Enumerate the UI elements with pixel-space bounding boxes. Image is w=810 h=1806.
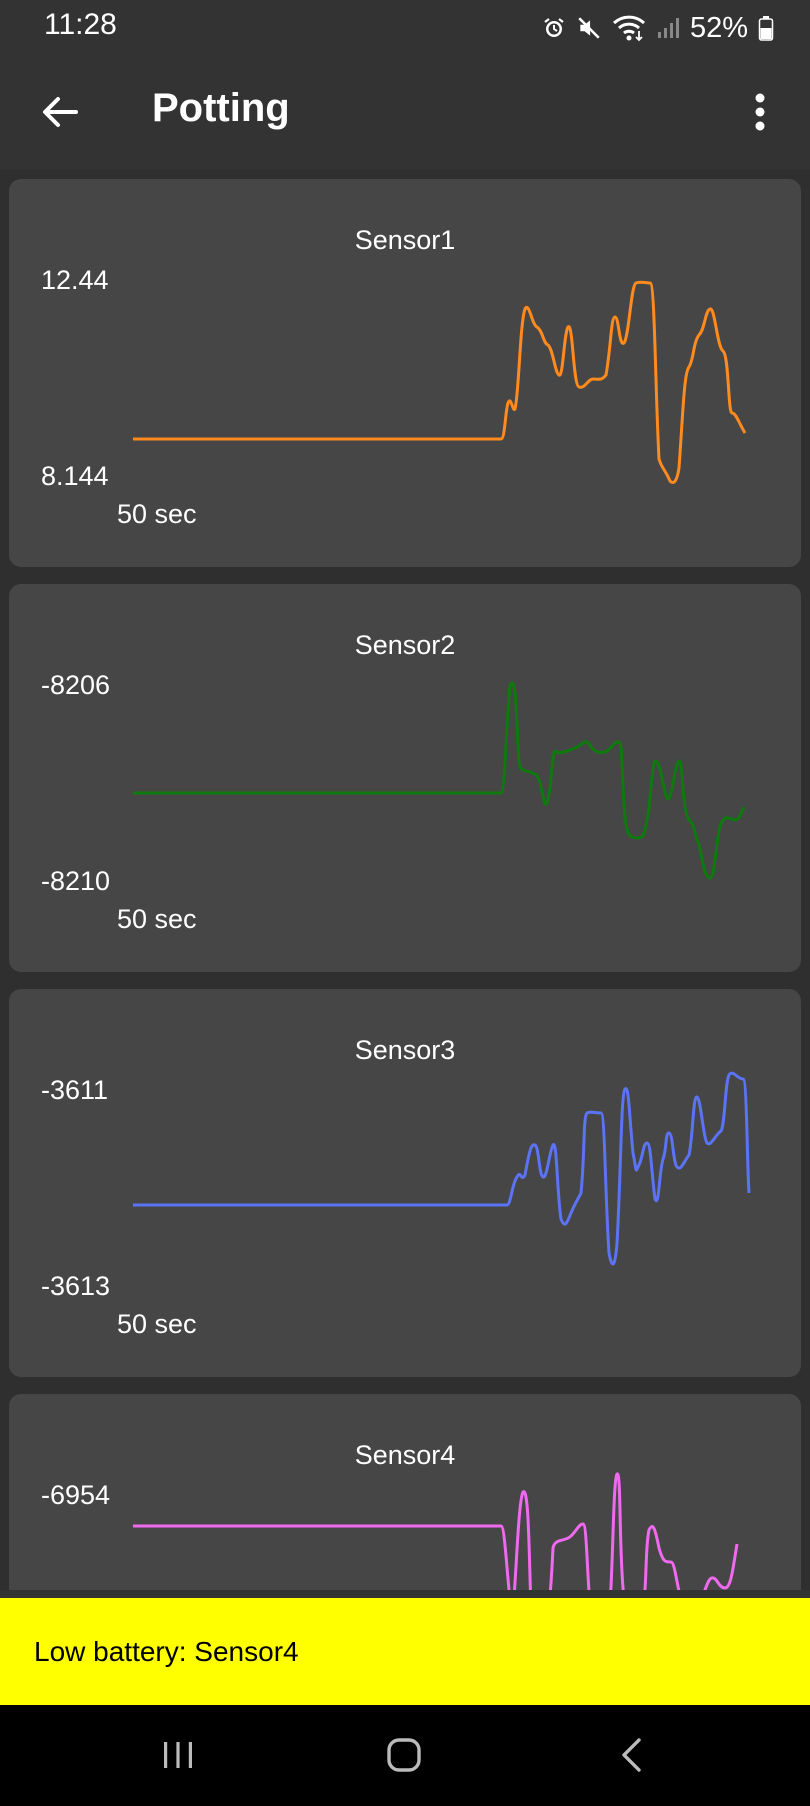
sensor-chart — [125, 263, 775, 493]
sensor-chart — [125, 1071, 775, 1303]
signal-icon — [656, 16, 680, 40]
system-back-button[interactable] — [592, 1725, 672, 1785]
back-icon — [622, 1738, 641, 1772]
status-bar: 11:28 52% — [0, 0, 810, 56]
low-battery-snackbar: Low battery: Sensor4 — [0, 1598, 810, 1705]
battery-percent: 52% — [689, 11, 748, 44]
page-title: Potting — [152, 86, 290, 130]
x-window-label: 50 sec — [117, 1309, 197, 1339]
y-max-label: 12.44 — [41, 265, 109, 295]
sensor-card[interactable]: Sensor3 -3611 -3613 50 sec — [9, 989, 801, 1377]
recents-button[interactable] — [138, 1725, 218, 1785]
sensor-card[interactable]: Sensor1 12.44 8.144 50 sec — [9, 179, 801, 567]
y-min-label: 8.144 — [41, 461, 109, 491]
y-min-label: -3613 — [41, 1271, 111, 1301]
status-time: 11:28 — [44, 8, 117, 41]
home-icon — [387, 1738, 421, 1772]
mute-icon — [576, 15, 602, 41]
sensor-card[interactable]: Sensor2 -8206 -8210 50 sec — [9, 584, 801, 972]
home-button[interactable] — [364, 1725, 444, 1785]
series-line — [133, 681, 746, 880]
app-bar: Potting — [0, 56, 810, 170]
sensor-title: Sensor2 — [354, 630, 456, 660]
sensor-chart — [125, 1472, 775, 1590]
sensor-list[interactable]: Sensor1 12.44 8.144 50 sec Sensor2 -8206… — [0, 170, 810, 1590]
more-vert-icon — [755, 93, 765, 131]
x-window-label: 50 sec — [117, 904, 197, 934]
sensor-title: Sensor1 — [354, 225, 456, 255]
back-button[interactable] — [28, 80, 92, 144]
overflow-menu-button[interactable] — [728, 80, 792, 144]
y-max-label: -8206 — [41, 670, 111, 700]
wifi-icon — [612, 14, 646, 42]
battery-icon — [758, 15, 774, 41]
alarm-icon — [542, 16, 566, 40]
y-min-label: -8210 — [41, 866, 111, 896]
series-line — [133, 1472, 739, 1590]
series-line — [133, 280, 747, 484]
sensor-card[interactable]: Sensor4 -6954 — [9, 1394, 801, 1590]
status-icons: 52% — [542, 8, 774, 48]
y-max-label: -3611 — [41, 1075, 109, 1105]
recents-icon — [164, 1742, 192, 1768]
back-arrow-icon — [43, 97, 78, 127]
series-line — [133, 1071, 751, 1266]
snackbar-text: Low battery: Sensor4 — [34, 1636, 299, 1667]
sensor-chart — [125, 668, 775, 898]
system-nav-bar — [0, 1705, 810, 1806]
sensor-title: Sensor4 — [354, 1440, 456, 1470]
y-max-label: -6954 — [41, 1480, 111, 1510]
sensor-title: Sensor3 — [354, 1035, 456, 1065]
x-window-label: 50 sec — [117, 499, 197, 529]
